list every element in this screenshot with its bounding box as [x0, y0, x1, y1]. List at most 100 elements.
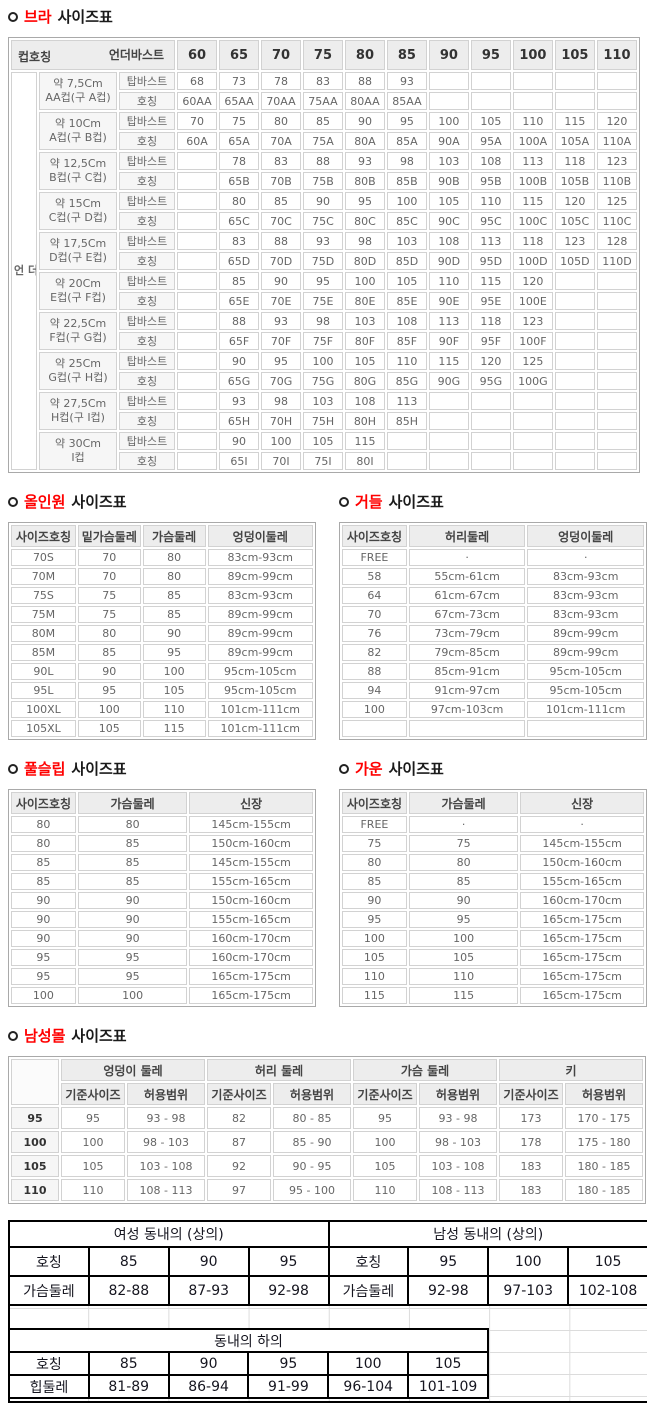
cell: 100 — [11, 987, 76, 1004]
cell: 95 - 100 — [273, 1179, 351, 1201]
topbust-row-label: 탑바스트 — [119, 352, 175, 370]
bra-name-cell: 105C — [555, 212, 595, 230]
cell: 173 — [499, 1107, 563, 1129]
bra-name-cell: 75E — [303, 292, 343, 310]
bra-name-cell: 75G — [303, 372, 343, 390]
bra-name-cell — [597, 292, 637, 310]
bra-name-cell — [555, 372, 595, 390]
bra-name-cell — [177, 252, 217, 270]
bra-name-cell — [177, 292, 217, 310]
cup-diff-label: 약 15Cm — [42, 197, 114, 211]
mens-subheader-cell: 기준사이즈 — [353, 1083, 417, 1105]
topbust-value-cell: 93 — [261, 312, 301, 330]
cell: 힙둘레 — [9, 1375, 89, 1398]
cell: 90 — [78, 663, 141, 680]
cell: 100 — [328, 1352, 408, 1375]
bra-name-cell — [177, 332, 217, 350]
cell: 95 — [143, 644, 206, 661]
thermal-bottoms-header: 동내의 하의 — [9, 1329, 488, 1352]
bra-name-cell: 70AA — [261, 92, 301, 110]
cell: 115 — [143, 720, 206, 737]
name-row-label: 호칭 — [119, 92, 175, 110]
bra-name-cell: 85A — [387, 132, 427, 150]
bra-name-cell: 85G — [387, 372, 427, 390]
topbust-value-cell: 90 — [219, 432, 259, 450]
cell — [409, 720, 526, 737]
cell: 115 — [409, 987, 518, 1004]
topbust-value-cell: 88 — [219, 312, 259, 330]
bra-name-cell: 85D — [387, 252, 427, 270]
cell: 87 — [207, 1131, 271, 1153]
cup-name-label: F컵(구 G컵) — [42, 331, 114, 345]
cell: 165cm-175cm — [520, 968, 644, 985]
topbust-value-cell: 95 — [261, 352, 301, 370]
cell: 85 — [409, 873, 518, 890]
topbust-value-cell: 73 — [219, 72, 259, 90]
cell: 70S — [11, 549, 76, 566]
cell: 183 — [499, 1155, 563, 1177]
bra-name-cell — [429, 452, 469, 470]
cell: · — [520, 816, 644, 833]
mens-size-cell: 110 — [11, 1179, 59, 1201]
cell: 90 — [409, 892, 518, 909]
bra-name-cell — [597, 372, 637, 390]
cell: 93 - 98 — [127, 1107, 205, 1129]
cell: 110 — [342, 968, 407, 985]
cell: 165cm-175cm — [520, 911, 644, 928]
topbust-value-cell: 83 — [261, 152, 301, 170]
underbust-size-cell: 105 — [555, 40, 595, 70]
bra-name-cell: 65C — [219, 212, 259, 230]
bra-name-cell: 70I — [261, 452, 301, 470]
cell — [527, 720, 644, 737]
cell: 90 — [169, 1247, 249, 1276]
topbust-value-cell: 108 — [387, 312, 427, 330]
bra-name-cell: 90C — [429, 212, 469, 230]
cup-name-label: A컵(구 B컵) — [42, 131, 114, 145]
bra-name-cell — [513, 452, 553, 470]
bullet-icon — [8, 764, 18, 774]
corner-underbust-label: 언더바스트 — [109, 46, 164, 63]
mens-size-cell: 105 — [11, 1155, 59, 1177]
bra-name-cell — [555, 452, 595, 470]
cell: 180 - 185 — [565, 1179, 643, 1201]
cup-name-label: E컵(구 F컵) — [42, 291, 114, 305]
topbust-value-cell: 85 — [261, 192, 301, 210]
mens-title-rest: 사이즈표 — [71, 1025, 126, 1046]
bra-name-cell: 80F — [345, 332, 385, 350]
topbust-value-cell — [555, 352, 595, 370]
topbust-value-cell: 108 — [345, 392, 385, 410]
topbust-value-cell — [513, 72, 553, 90]
cup-name-label: H컵(구 I컵) — [42, 411, 114, 425]
fullslip-title-rest: 사이즈표 — [71, 758, 126, 779]
cell: 183 — [499, 1179, 563, 1201]
cell: 85 — [342, 873, 407, 890]
cell: 115 — [342, 987, 407, 1004]
cell: 가슴둘레 — [9, 1276, 89, 1305]
underbust-size-cell: 100 — [513, 40, 553, 70]
topbust-value-cell — [429, 72, 469, 90]
bra-name-cell: 70B — [261, 172, 301, 190]
bra-name-cell: 70F — [261, 332, 301, 350]
topbust-value-cell — [429, 432, 469, 450]
topbust-value-cell: 88 — [261, 232, 301, 250]
bra-name-cell: 75F — [303, 332, 343, 350]
bra-name-cell: 95C — [471, 212, 511, 230]
bra-name-cell: 60AA — [177, 92, 217, 110]
bra-name-cell: 65G — [219, 372, 259, 390]
topbust-value-cell: 115 — [471, 272, 511, 290]
bra-name-cell: 85H — [387, 412, 427, 430]
topbust-value-cell: 115 — [429, 352, 469, 370]
cell: 155cm-165cm — [520, 873, 644, 890]
bra-name-cell: 70G — [261, 372, 301, 390]
